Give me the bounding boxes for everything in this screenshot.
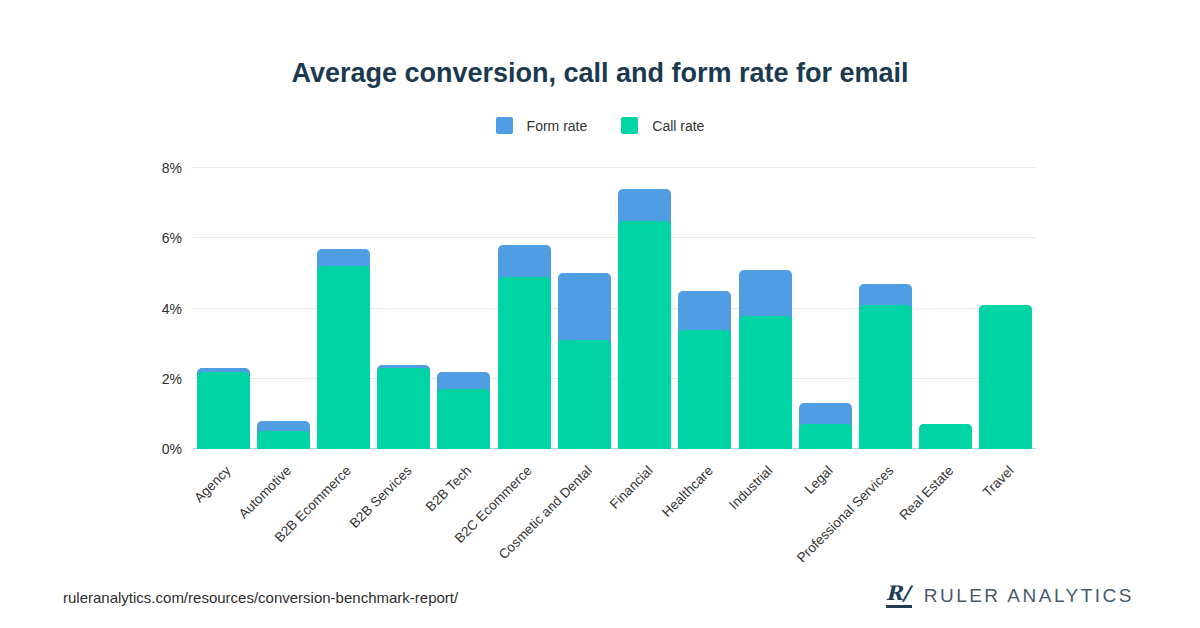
form-rate-swatch-icon <box>496 117 513 134</box>
call-rate-bar-b2b-tech <box>437 389 490 449</box>
call-rate-bar-cosmetic-and-dental <box>558 340 611 449</box>
legend-item-call-rate: Call rate <box>621 117 704 134</box>
bar-group-healthcare: Healthcare <box>675 168 735 449</box>
x-axis-label-travel: Travel <box>980 463 1017 500</box>
chart-title: Average conversion, call and form rate f… <box>0 58 1200 89</box>
call-rate-bar-agency <box>197 372 250 449</box>
legend-label-form-rate: Form rate <box>527 118 588 134</box>
call-rate-bar-real-estate <box>919 424 972 449</box>
y-tick-label-4pct: 4% <box>140 302 182 316</box>
x-axis-label-b2b-tech: B2B Tech <box>423 463 474 514</box>
x-axis-label-agency: Agency <box>191 463 233 505</box>
brand-name: RULER ANALYTICS <box>924 585 1134 607</box>
legend-label-call-rate: Call rate <box>652 118 704 134</box>
bar-group-real-estate: Real Estate <box>916 168 976 449</box>
x-axis-label-healthcare: Healthcare <box>659 463 716 520</box>
x-axis-label-real-estate: Real Estate <box>896 463 956 523</box>
x-axis-label-industrial: Industrial <box>726 463 775 512</box>
ruler-analytics-logo-icon: R/ <box>886 583 912 608</box>
call-rate-bar-b2b-services <box>377 368 430 449</box>
call-rate-bar-b2b-ecommerce <box>317 266 370 449</box>
call-rate-bar-healthcare <box>678 330 731 449</box>
bars-layer: AgencyAutomotiveB2B EcommerceB2B Service… <box>193 168 1036 449</box>
bar-group-cosmetic-and-dental: Cosmetic and Dental <box>554 168 614 449</box>
source-url: ruleranalytics.com/resources/conversion-… <box>63 589 458 606</box>
y-tick-label-2pct: 2% <box>140 372 182 386</box>
bar-group-b2c-ecommerce: B2C Ecommerce <box>494 168 554 449</box>
x-axis-label-automotive: Automotive <box>236 463 294 521</box>
y-tick-label-8pct: 8% <box>140 161 182 175</box>
plot-area: 0%2%4%6%8%AgencyAutomotiveB2B EcommerceB… <box>193 168 1036 449</box>
bar-group-b2b-ecommerce: B2B Ecommerce <box>313 168 373 449</box>
x-axis-label-legal: Legal <box>802 463 836 497</box>
bar-group-financial: Financial <box>615 168 675 449</box>
call-rate-swatch-icon <box>621 117 638 134</box>
call-rate-bar-financial <box>618 221 671 449</box>
bar-group-travel: Travel <box>976 168 1036 449</box>
y-tick-label-0pct: 0% <box>140 442 182 456</box>
bar-group-industrial: Industrial <box>735 168 795 449</box>
call-rate-bar-automotive <box>257 431 310 449</box>
bar-group-b2b-tech: B2B Tech <box>434 168 494 449</box>
legend-item-form-rate: Form rate <box>496 117 588 134</box>
x-axis-label-financial: Financial <box>606 463 655 512</box>
call-rate-bar-travel <box>979 305 1032 449</box>
call-rate-bar-industrial <box>739 316 792 449</box>
bar-group-b2b-services: B2B Services <box>374 168 434 449</box>
call-rate-bar-b2c-ecommerce <box>498 277 551 449</box>
y-tick-label-6pct: 6% <box>140 231 182 245</box>
x-axis-label-b2b-services: B2B Services <box>346 463 414 531</box>
bar-group-legal: Legal <box>795 168 855 449</box>
call-rate-bar-professional-services <box>859 305 912 449</box>
brand-logo: R/ RULER ANALYTICS <box>886 583 1134 608</box>
bar-group-agency: Agency <box>193 168 253 449</box>
legend: Form rate Call rate <box>0 117 1200 134</box>
call-rate-bar-legal <box>799 424 852 449</box>
bar-group-automotive: Automotive <box>253 168 313 449</box>
bar-group-professional-services: Professional Services <box>855 168 915 449</box>
